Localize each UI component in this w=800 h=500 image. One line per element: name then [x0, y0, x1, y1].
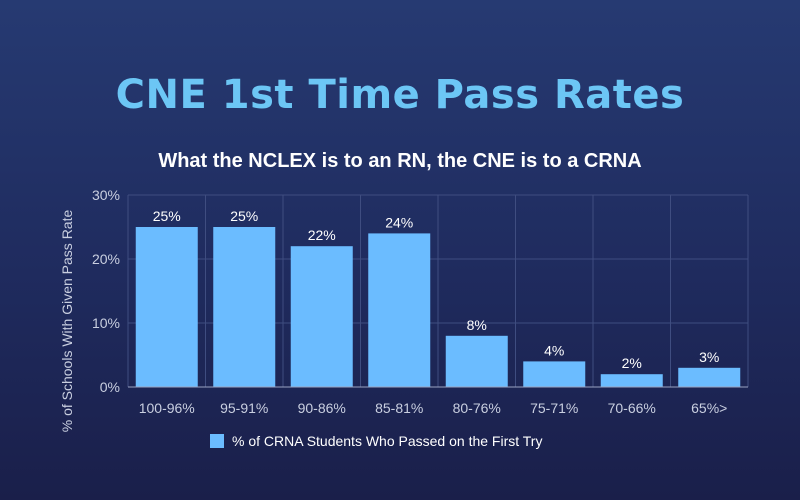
- legend: % of CRNA Students Who Passed on the Fir…: [210, 432, 542, 450]
- y-tick-labels: 0% 10% 20% 30%: [92, 187, 120, 395]
- y-tick-label: 10%: [92, 315, 120, 331]
- y-tick-label: 30%: [92, 187, 120, 203]
- data-label: 24%: [385, 214, 413, 230]
- bar: [523, 361, 586, 387]
- data-label: 2%: [622, 355, 642, 371]
- x-tick-label: 85-81%: [375, 400, 423, 416]
- data-label: 25%: [153, 208, 181, 224]
- x-tick-label: 95-91%: [220, 400, 268, 416]
- y-tick-label: 20%: [92, 251, 120, 267]
- bar: [135, 227, 198, 387]
- x-tick-label: 70-66%: [608, 400, 656, 416]
- bar: [445, 335, 508, 387]
- bar: [600, 374, 663, 387]
- x-tick-label: 100-96%: [139, 400, 195, 416]
- grid-lines: [127, 194, 749, 387]
- x-tick-label: 75-71%: [530, 400, 578, 416]
- chart-title: CNE 1st Time Pass Rates: [115, 72, 685, 118]
- data-label: 3%: [699, 349, 719, 365]
- bar: [678, 367, 741, 387]
- data-label: 22%: [308, 227, 336, 243]
- data-label: 4%: [544, 342, 564, 358]
- data-labels: 25% 25% 22% 24% 8% 4% 2% 3%: [153, 208, 720, 371]
- chart-subtitle: What the NCLEX is to an RN, the CNE is t…: [158, 150, 642, 172]
- bar: [368, 233, 431, 387]
- y-tick-label: 0%: [100, 379, 120, 395]
- data-label: 8%: [467, 317, 487, 333]
- x-tick-label: 90-86%: [298, 400, 346, 416]
- bar: [213, 227, 276, 387]
- x-tick-label: 65%>: [691, 400, 727, 416]
- x-tick-labels: 100-96% 95-91% 90-86% 85-81% 80-76% 75-71% 70-…: [139, 400, 728, 416]
- legend-swatch: [210, 434, 224, 448]
- bar: [290, 246, 353, 387]
- legend-label: % of CRNA Students Who Passed on the Fir…: [232, 433, 543, 449]
- bars: [135, 227, 741, 387]
- y-axis-label: % of Schools With Given Pass Rate: [59, 210, 75, 433]
- data-label: 25%: [230, 208, 258, 224]
- x-tick-label: 80-76%: [453, 400, 501, 416]
